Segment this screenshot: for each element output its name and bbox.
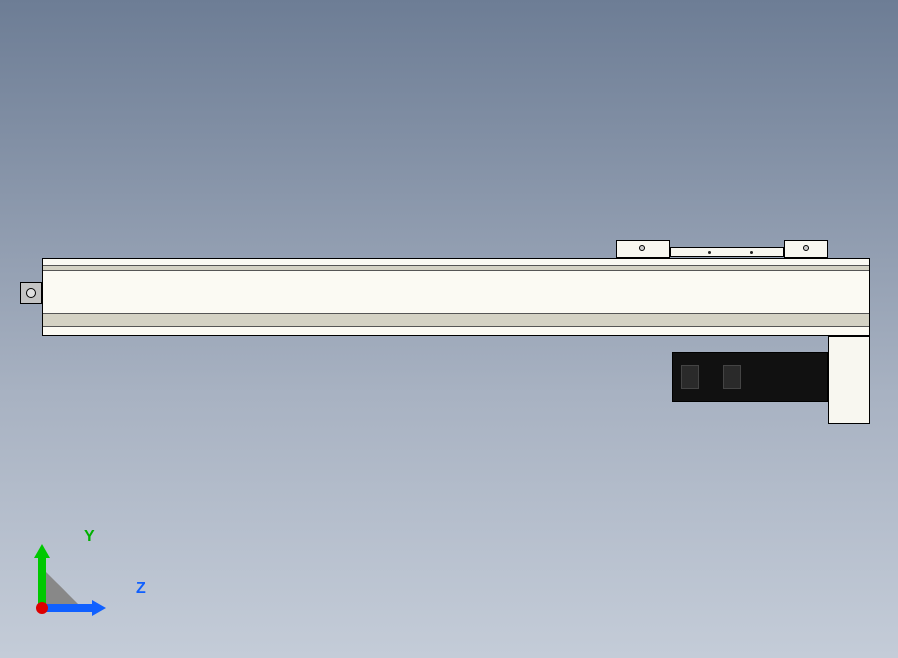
carriage-bracket-left xyxy=(616,240,670,258)
bracket-hole xyxy=(639,245,645,251)
cad-viewport[interactable]: Y Z xyxy=(0,0,898,658)
motor-mount-plate xyxy=(828,336,870,424)
axis-z-label: Z xyxy=(136,580,146,598)
axis-z-arrow[interactable] xyxy=(40,604,94,612)
axis-origin[interactable] xyxy=(36,602,48,614)
end-cap-left xyxy=(20,282,42,304)
motor-connector xyxy=(723,365,741,389)
bracket-hole xyxy=(803,245,809,251)
view-triad[interactable]: Y Z xyxy=(36,534,116,614)
rail-groove-top xyxy=(43,265,869,271)
rail-groove-bottom xyxy=(43,313,869,327)
end-cap-hole xyxy=(26,288,36,298)
bracket-dot xyxy=(708,251,711,254)
axis-y-label: Y xyxy=(84,528,95,546)
motor-connector xyxy=(681,365,699,389)
carriage-bracket-mid xyxy=(670,247,784,257)
servo-motor xyxy=(672,352,828,402)
carriage-bracket-right xyxy=(784,240,828,258)
linear-rail-body xyxy=(42,258,870,336)
bracket-dot xyxy=(750,251,753,254)
